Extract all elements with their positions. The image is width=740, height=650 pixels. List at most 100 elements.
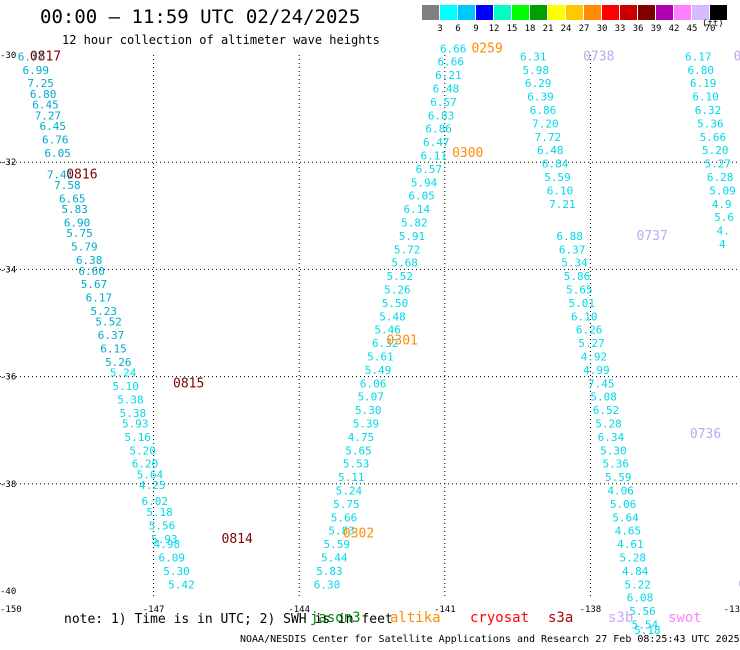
wave-height-value: 5.65 (345, 444, 372, 457)
wave-height-value: 5.39 (353, 418, 380, 431)
wave-height-value: 5.94 (411, 176, 438, 189)
satellite-legend-jason3: jason3 (310, 610, 361, 626)
color-legend-label: 21 (542, 24, 554, 34)
color-legend-label: 15 (506, 24, 518, 34)
wave-height-value: 4. (717, 225, 730, 238)
wave-height-value: 5.93 (151, 533, 178, 546)
color-legend-label: 12 (488, 24, 500, 34)
wave-height-value: 6.90 (64, 217, 91, 230)
color-swatch (656, 5, 673, 20)
track-time-label: 0816 (66, 167, 97, 182)
wave-height-value: 5.11 (338, 471, 365, 484)
wave-height-value: 6.32 (695, 104, 722, 117)
wave-height-value: 4.99 (583, 364, 610, 377)
wave-height-value: 6.39 (527, 91, 554, 104)
wave-height-value: 5.59 (323, 538, 350, 551)
wave-height-value: 7.72 (535, 131, 562, 144)
wave-height-value: 6.99 (23, 64, 49, 77)
wave-height-value: 5.38 (117, 393, 144, 406)
wave-height-value: 6.14 (404, 203, 431, 216)
wave-height-value: 6.65 (59, 192, 86, 205)
color-legend-label: 24 (560, 24, 572, 34)
wave-height-value: 6.48 (537, 144, 564, 157)
wave-height-value: 5.26 (384, 284, 411, 297)
color-legend-label: 3 (437, 24, 443, 34)
wave-height-value: 5.28 (620, 552, 647, 565)
wave-height-value: 4.06 (607, 485, 634, 498)
wave-height-value: 6.10 (692, 91, 719, 104)
wave-height-value: 6.88 (556, 230, 583, 243)
wave-height-value: 5.67 (81, 278, 108, 291)
color-legend-label: 9 (473, 24, 479, 34)
wave-height-value: 4 (719, 238, 726, 251)
track-time-label: 0815 (173, 376, 204, 391)
color-swatch (674, 5, 691, 20)
wave-height-value: 6.83 (428, 109, 455, 122)
wave-height-value: 5.75 (333, 498, 360, 511)
color-legend-label: 39 (650, 24, 662, 34)
wave-height-value: 5.16 (124, 431, 151, 444)
wave-height-value: 5.09 (709, 184, 736, 197)
wave-height-value: 5.36 (603, 458, 630, 471)
wave-height-value: 6.17 (685, 50, 712, 63)
color-swatch (692, 5, 709, 20)
page-subtitle: 12 hour collection of altimeter wave hei… (62, 33, 380, 47)
wave-height-value: 6.47 (423, 136, 450, 149)
wave-height-value: 5.08 (590, 391, 617, 404)
wave-height-value: 5.18 (634, 624, 661, 637)
wave-height-value: 7.25 (27, 77, 54, 90)
wave-height-value: 5.54 (632, 619, 659, 632)
color-legend-label: 30 (596, 24, 608, 34)
wave-height-value: 5.18 (146, 506, 173, 519)
wave-height-value: 4.25 (139, 479, 166, 492)
color-legend-label: 27 (578, 24, 590, 34)
wave-height-value: 5.56 (629, 605, 656, 618)
color-legend-label: 33 (614, 24, 626, 34)
wave-height-value: 5.83 (316, 565, 343, 578)
wave-height-value: 5.27 (704, 158, 731, 171)
wave-height-value: 6.19 (690, 77, 717, 90)
color-swatch (512, 5, 529, 20)
color-swatch (476, 5, 493, 20)
track-time-label: 0814 (222, 532, 253, 547)
wave-height-value: 6.60 (78, 265, 105, 278)
wave-height-value: 6.10 (547, 184, 574, 197)
x-tick-label: -138 (580, 605, 602, 615)
x-tick-label: -144 (288, 605, 310, 615)
wave-height-value: 5.50 (382, 297, 409, 310)
x-tick-label: -13 (724, 605, 740, 615)
wave-height-value: 5.72 (394, 243, 421, 256)
wave-height-value: 6.86 (530, 104, 557, 117)
wave-height-value: 6.37 (559, 243, 586, 256)
color-legend-label: 6 (455, 24, 461, 34)
x-tick-label: -141 (434, 605, 456, 615)
track-time-label: 0817 (30, 49, 61, 64)
wave-height-value: 6.32 (372, 337, 399, 350)
color-legend-label: 42 (668, 24, 680, 34)
wave-height-value: 5.64 (612, 511, 639, 524)
y-tick-label: -40 (0, 587, 16, 597)
wave-height-value: 6.80 (687, 64, 714, 77)
wave-height-value: 6.09 (158, 552, 185, 565)
color-swatch (494, 5, 511, 20)
color-legend-label: 70 (704, 24, 716, 34)
wave-height-value: 5.06 (610, 498, 637, 511)
wave-height-value: 5.83 (328, 525, 355, 538)
color-swatch (602, 5, 619, 20)
color-swatch (584, 5, 601, 20)
wave-height-value: 7.27 (35, 109, 62, 122)
wave-height-value: 6.37 (98, 329, 125, 342)
x-tick-label: -150 (0, 605, 22, 615)
wave-height-value: 5.52 (95, 316, 122, 329)
satellite-legend-altika: altika (390, 610, 441, 626)
wave-height-value: 6.66 (438, 56, 465, 69)
wave-height-value: 4.9 (712, 198, 732, 211)
track-time-label: 0736 (690, 427, 721, 442)
wave-height-value: 5.28 (595, 418, 622, 431)
y-tick-label: -30 (0, 51, 16, 61)
wave-height-value: 5.44 (321, 552, 348, 565)
track-time-label: 0302 (343, 526, 374, 541)
color-swatch (710, 5, 727, 20)
